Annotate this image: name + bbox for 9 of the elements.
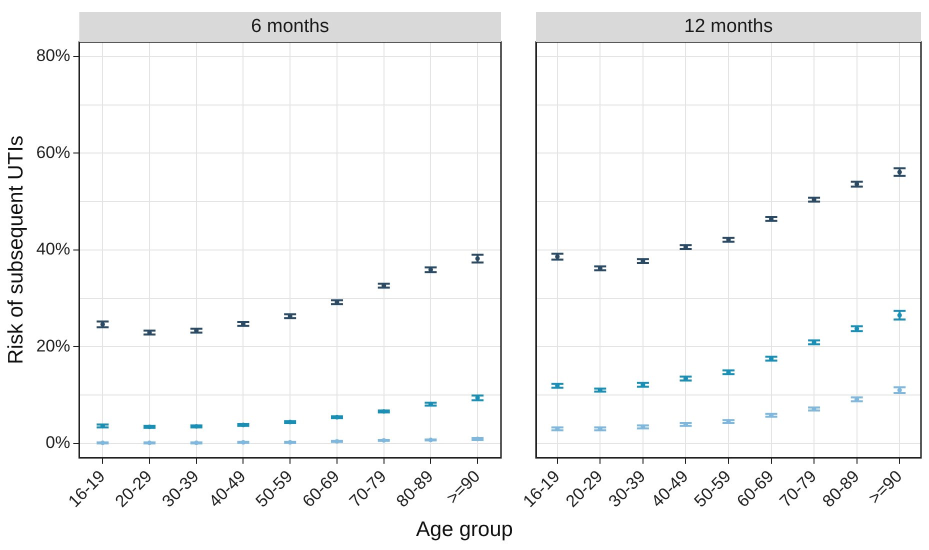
y-tick-label: 40% [36, 240, 70, 259]
chart-title: 12 months [684, 16, 773, 38]
y-tick-label: 60% [36, 142, 70, 162]
y-tick-label: 0% [46, 433, 70, 452]
chart-title: 6 months [251, 16, 330, 38]
x-axis-title: Age group [415, 518, 514, 542]
y-axis-title: Risk of subsequent UTIs [4, 136, 28, 364]
y-tick-label: 80% [36, 46, 70, 66]
y-tick-label: 20% [36, 336, 70, 356]
